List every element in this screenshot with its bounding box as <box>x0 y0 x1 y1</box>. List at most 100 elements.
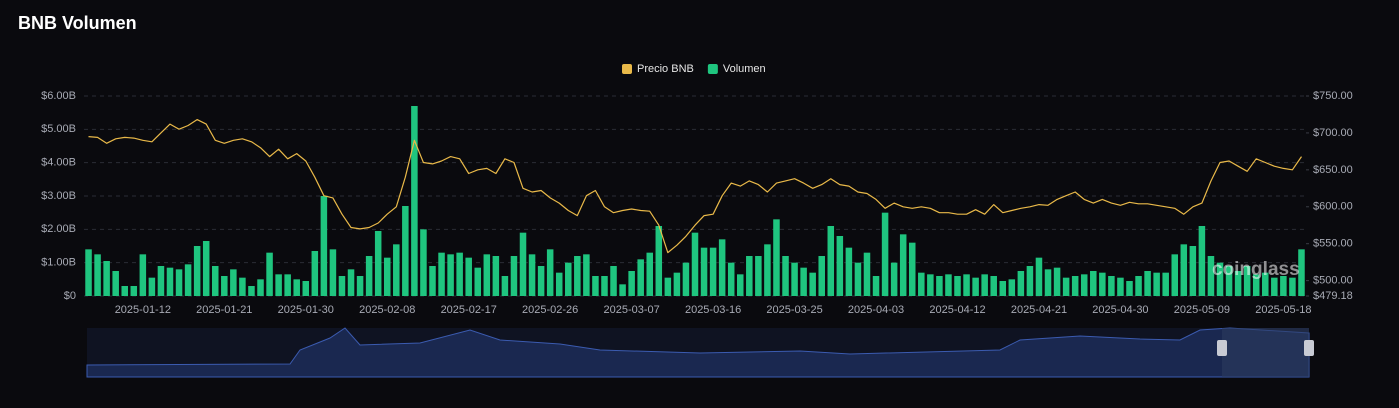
legend: Precio BNB Volumen <box>622 63 766 75</box>
x-tick-label: 2025-04-21 <box>1011 304 1067 316</box>
navigator-handle[interactable] <box>1217 340 1227 356</box>
legend-swatch <box>622 64 632 74</box>
bar <box>1053 267 1061 296</box>
bar <box>383 257 391 296</box>
bar <box>501 276 509 296</box>
bar <box>927 274 934 296</box>
bar <box>103 261 110 296</box>
price-line <box>88 119 1302 254</box>
bar <box>981 274 988 296</box>
bar <box>1126 281 1133 296</box>
bar <box>293 279 300 296</box>
bar <box>1108 276 1115 296</box>
x-tick-label: 2025-02-17 <box>441 304 497 316</box>
y-tick-label: $6.00B <box>41 90 76 102</box>
bar <box>94 254 101 296</box>
bar <box>239 277 246 296</box>
navigator-handle[interactable] <box>1304 340 1314 356</box>
bar <box>908 242 916 296</box>
bar <box>999 281 1007 296</box>
bar <box>474 267 482 296</box>
navigator[interactable] <box>86 327 1314 378</box>
bar <box>175 269 183 296</box>
bar <box>483 254 491 296</box>
bar <box>257 279 264 296</box>
bar <box>546 249 554 296</box>
bar <box>537 266 545 296</box>
legend-swatch <box>707 64 718 74</box>
bar <box>1008 279 1016 296</box>
bar <box>465 257 472 296</box>
bar <box>1044 269 1052 296</box>
x-tick-label: 2025-02-08 <box>359 304 415 316</box>
bar <box>1252 274 1260 296</box>
bar <box>248 286 255 296</box>
bar <box>1262 272 1269 296</box>
bar <box>945 274 952 296</box>
bar <box>193 246 201 296</box>
bar <box>1234 271 1242 296</box>
bar <box>918 272 925 296</box>
bar <box>782 256 789 296</box>
bar <box>990 276 997 296</box>
bar <box>420 229 427 296</box>
bar <box>1153 272 1160 296</box>
x-tick-label: 2025-05-18 <box>1255 304 1311 316</box>
bar <box>85 249 92 296</box>
bar <box>157 266 165 296</box>
y-tick-label: $3.00B <box>41 190 76 202</box>
bar <box>311 251 319 296</box>
bar <box>827 226 835 296</box>
bar <box>329 249 337 296</box>
bar <box>764 244 771 296</box>
bar <box>936 276 943 296</box>
bar <box>447 254 454 296</box>
bar <box>836 236 844 296</box>
y-tick-label: $4.00B <box>41 157 76 169</box>
bar <box>972 277 979 296</box>
bar <box>1090 271 1097 296</box>
x-tick-label: 2025-03-16 <box>685 304 741 316</box>
bar <box>809 272 816 296</box>
navigator-window[interactable] <box>1222 328 1309 377</box>
bar <box>1171 254 1179 296</box>
bar <box>1035 257 1043 296</box>
bar <box>492 256 500 296</box>
bar <box>121 286 128 296</box>
bar <box>184 264 192 296</box>
bar <box>139 254 147 296</box>
x-tick-label: 2025-02-26 <box>522 304 578 316</box>
bar <box>438 252 445 296</box>
bar <box>709 247 717 296</box>
y-tick-label: $0 <box>64 290 76 302</box>
bar <box>528 254 536 296</box>
bar <box>773 219 780 296</box>
bar <box>637 259 644 296</box>
x-tick-label: 2025-01-21 <box>196 304 252 316</box>
bar <box>1207 256 1215 296</box>
bar <box>1017 271 1025 296</box>
bar <box>963 274 970 296</box>
bar <box>619 284 626 296</box>
y-tick-label: $5.00B <box>41 123 76 135</box>
bar <box>746 256 753 296</box>
bar <box>700 247 708 296</box>
bar <box>1135 276 1142 296</box>
bar <box>365 256 373 296</box>
bar <box>555 272 563 296</box>
x-tick-label: 2025-04-12 <box>929 304 985 316</box>
bar <box>791 262 798 296</box>
bar <box>682 262 690 296</box>
bar <box>393 244 400 296</box>
bar <box>583 254 590 296</box>
bar <box>356 276 364 296</box>
bar <box>166 267 174 296</box>
bar <box>230 269 237 296</box>
y2-tick-label: $479.18 <box>1313 290 1353 302</box>
bar <box>519 232 527 296</box>
bar <box>954 276 961 296</box>
bar <box>691 232 699 296</box>
x-tick-label: 2025-03-07 <box>603 304 659 316</box>
y2-tick-label: $750.00 <box>1313 90 1353 102</box>
